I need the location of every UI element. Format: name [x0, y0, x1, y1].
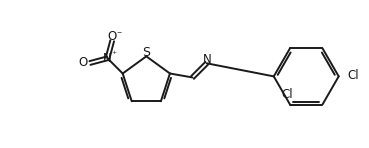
Text: Cl: Cl [282, 89, 293, 101]
Text: N: N [103, 52, 112, 65]
Text: $^+$: $^+$ [110, 49, 118, 58]
Text: Cl: Cl [347, 69, 359, 82]
Text: $^-$: $^-$ [115, 29, 123, 38]
Text: O: O [108, 30, 117, 44]
Text: N: N [203, 53, 211, 66]
Text: S: S [142, 46, 150, 59]
Text: O: O [79, 57, 88, 70]
